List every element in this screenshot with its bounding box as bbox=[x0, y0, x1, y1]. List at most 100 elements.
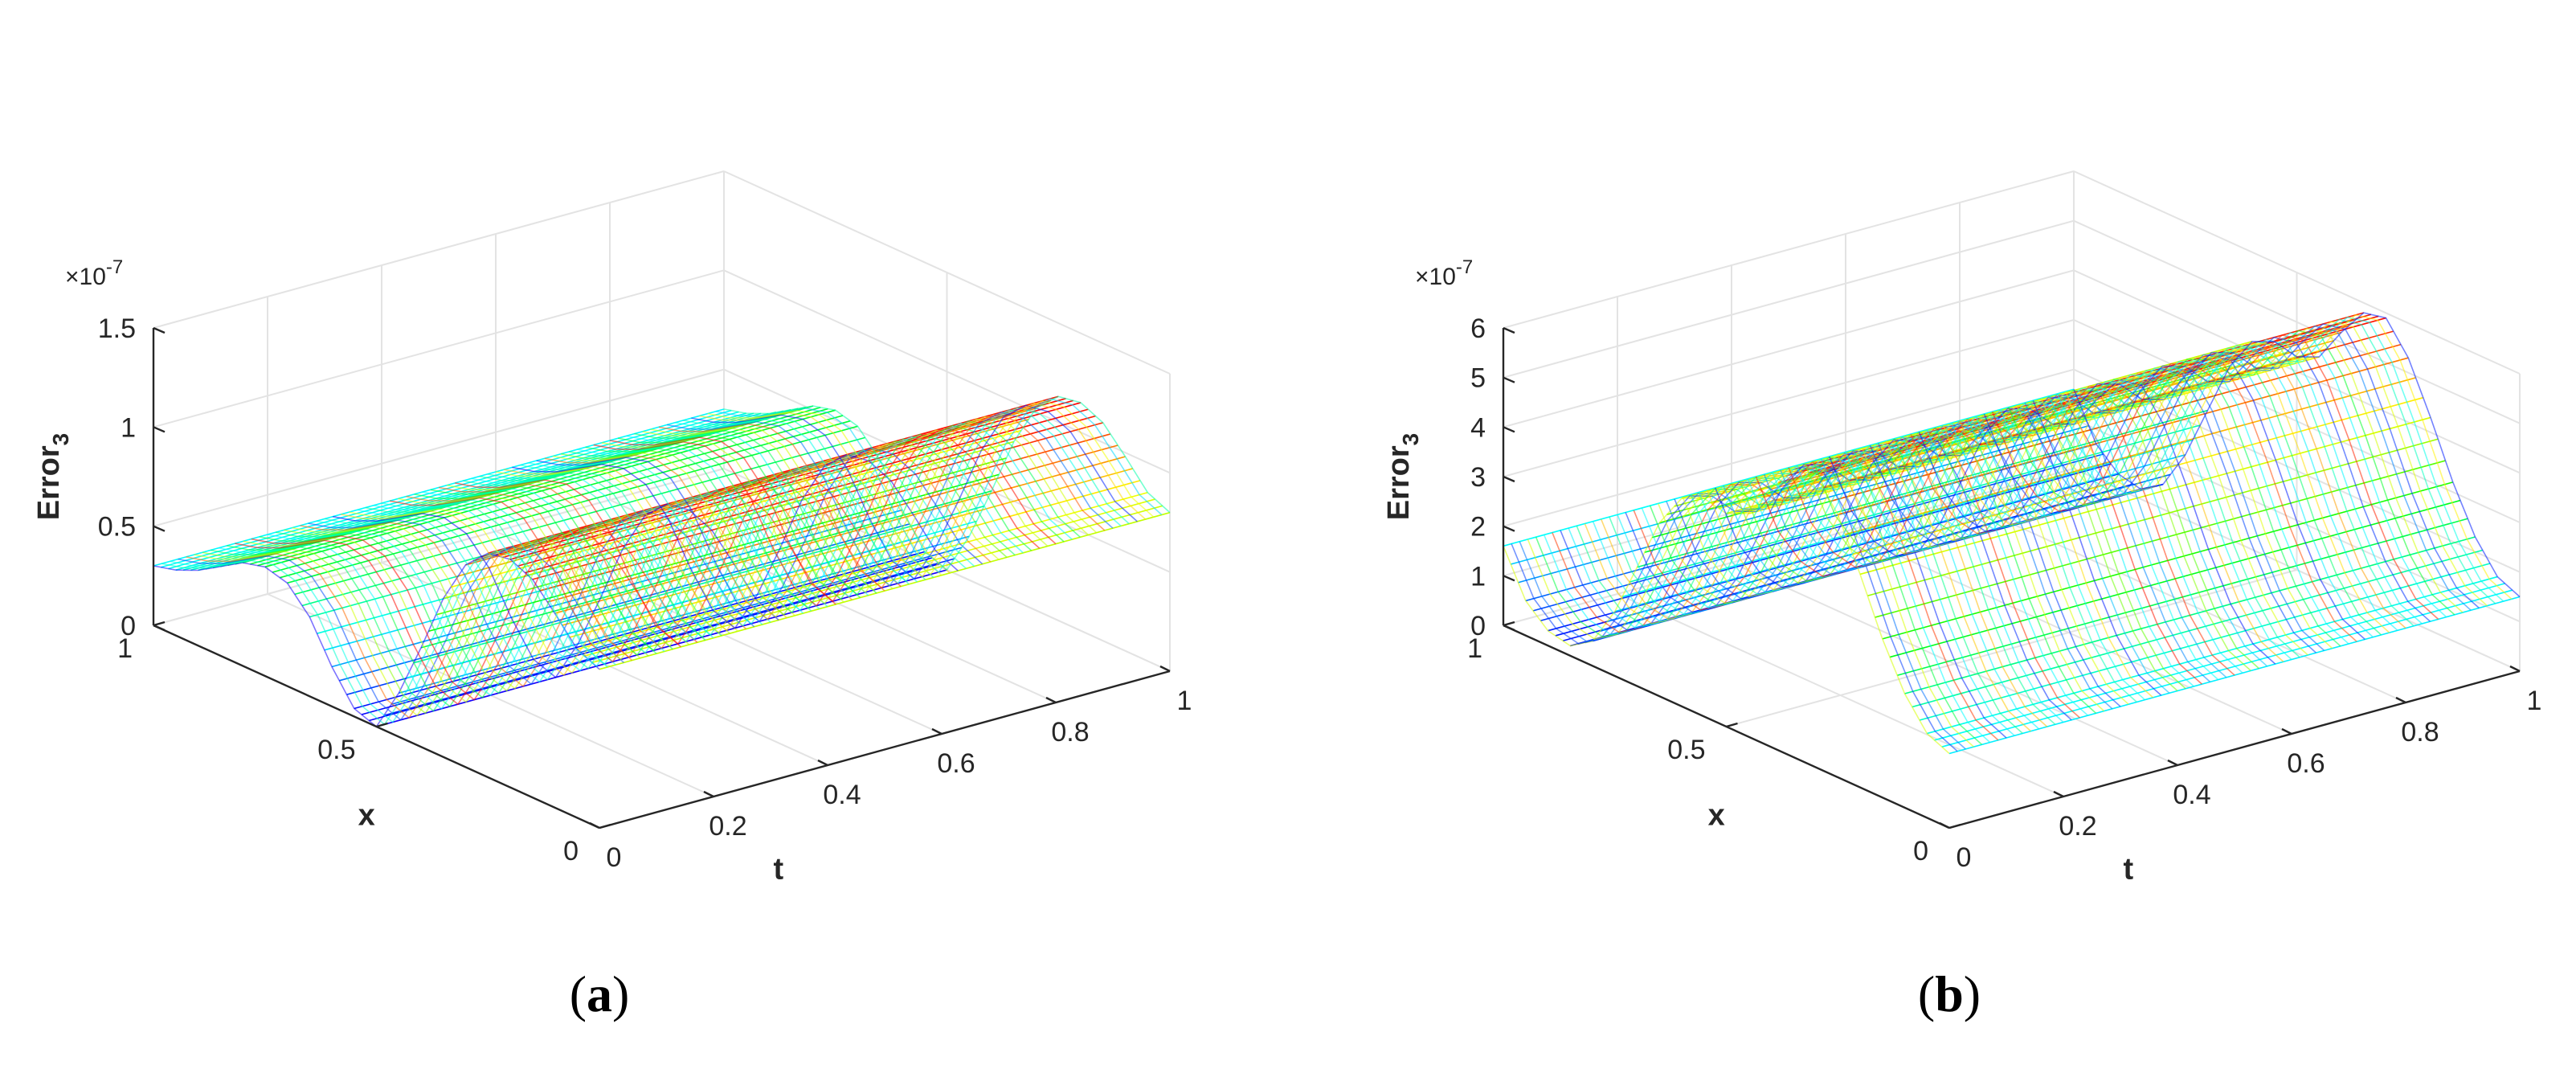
mesh-line-t bbox=[357, 496, 804, 672]
mesh-line-t bbox=[601, 429, 1049, 604]
t-tick-label: 0.4 bbox=[2173, 780, 2210, 810]
z-exponent-power: -7 bbox=[106, 256, 123, 278]
t-tick-mark bbox=[1939, 821, 1950, 829]
t-tick-label: 0.4 bbox=[823, 780, 861, 810]
grid-line bbox=[1731, 562, 2178, 766]
z-tick-label: 0 bbox=[121, 611, 136, 641]
mesh-line-t bbox=[389, 487, 836, 663]
mesh-line-t bbox=[2073, 312, 2521, 598]
mesh-line-t bbox=[650, 416, 1098, 592]
mesh-line-t bbox=[2008, 330, 2455, 616]
grid-line bbox=[1617, 593, 2064, 797]
mesh-line-t bbox=[1918, 354, 2365, 640]
grid-line bbox=[1503, 170, 2075, 329]
mesh-line-t bbox=[2056, 316, 2504, 602]
z-tick-mark bbox=[153, 525, 166, 532]
z-tick-mark bbox=[1503, 426, 1515, 433]
t-tick-mark bbox=[931, 727, 942, 735]
mesh-line-t bbox=[267, 521, 714, 697]
mesh-line-t bbox=[2040, 321, 2488, 607]
mesh-line-t bbox=[422, 478, 869, 654]
z-tick-label: 3 bbox=[1470, 462, 1486, 493]
t-tick-label: 0.8 bbox=[1051, 717, 1089, 748]
mesh-line-t bbox=[609, 427, 1057, 603]
mesh-line-t bbox=[2032, 323, 2480, 608]
z-tick-mark bbox=[153, 326, 166, 334]
grid-line bbox=[2073, 269, 2521, 474]
mesh-line-t bbox=[300, 512, 747, 688]
x-tick-label: 0.5 bbox=[317, 735, 355, 765]
z-axis-title: Error3 bbox=[1382, 433, 1423, 521]
z-exponent-label: ×10-7 bbox=[65, 256, 123, 290]
grid-line bbox=[153, 368, 725, 527]
x-axis-title: x bbox=[358, 799, 375, 833]
mesh-line-t bbox=[1926, 352, 2374, 638]
mesh-line-t bbox=[1910, 356, 2357, 642]
grid-line bbox=[1726, 569, 2297, 727]
mesh-line-t bbox=[292, 514, 738, 690]
grid-line bbox=[1503, 468, 2075, 626]
x-tick-mark bbox=[1726, 722, 1738, 728]
mesh-line-t bbox=[349, 498, 795, 674]
mesh-line-t bbox=[1869, 367, 2316, 653]
mesh-line-t bbox=[544, 444, 992, 621]
x-tick-label: 0.5 bbox=[1667, 735, 1705, 765]
mesh-line-t bbox=[332, 503, 779, 678]
mesh-line-t bbox=[1934, 350, 2382, 636]
mesh-line-t bbox=[324, 505, 771, 681]
x-tick-mark bbox=[599, 823, 611, 829]
mesh-line-t bbox=[373, 492, 820, 667]
mesh-line-t bbox=[520, 452, 967, 627]
mesh-line-t bbox=[1877, 366, 2325, 651]
mesh-line-t bbox=[2065, 314, 2513, 600]
grid-line bbox=[723, 269, 1171, 474]
z-axis-title-sub: 3 bbox=[48, 433, 73, 446]
mesh-line-t bbox=[243, 527, 690, 703]
mesh-line-t bbox=[463, 467, 910, 643]
t-tick-mark bbox=[817, 759, 828, 767]
panel-caption: (b) bbox=[1918, 965, 1981, 1022]
mesh-line-t bbox=[536, 447, 983, 623]
grid-line bbox=[1503, 319, 2075, 477]
mesh-line-t bbox=[642, 418, 1090, 594]
mesh-line-t bbox=[446, 472, 893, 647]
mesh-line-t bbox=[723, 395, 1171, 571]
z-tick-mark bbox=[1503, 575, 1515, 582]
t-tick-label: 0.8 bbox=[2401, 717, 2439, 748]
mesh-line-t bbox=[1902, 358, 2349, 645]
t-tick-label: 0 bbox=[1957, 842, 1972, 873]
mesh-line-t bbox=[1942, 347, 2390, 633]
mesh-line-t bbox=[626, 422, 1073, 598]
mesh-line-t bbox=[398, 485, 844, 661]
grid-line bbox=[2073, 170, 2521, 375]
t-tick-label: 0.2 bbox=[2059, 811, 2096, 842]
z-tick-mark bbox=[1503, 525, 1515, 532]
mesh-line-t bbox=[414, 481, 861, 657]
z-tick-label: 1 bbox=[121, 412, 136, 443]
x-axis-title: x bbox=[1708, 799, 1725, 833]
mesh-line-t bbox=[251, 525, 698, 701]
grid-line bbox=[1503, 269, 2075, 428]
mesh-line-t bbox=[487, 461, 934, 636]
mesh-line-t bbox=[235, 530, 681, 706]
grid bbox=[153, 170, 1171, 829]
z-tick-mark bbox=[153, 426, 166, 433]
z-tick-label: 1.5 bbox=[98, 313, 136, 344]
grid-line bbox=[723, 170, 1171, 375]
t-tick-label: 0.6 bbox=[937, 748, 975, 779]
mesh-line-t bbox=[284, 516, 730, 692]
mesh-line-t bbox=[194, 541, 641, 717]
t-axis-line bbox=[1948, 670, 2521, 829]
mesh-line-t bbox=[227, 532, 673, 708]
mesh-line-t bbox=[210, 536, 657, 712]
t-tick-mark bbox=[2395, 696, 2406, 704]
z-tick-mark bbox=[1503, 376, 1515, 383]
mesh-line-t bbox=[430, 476, 877, 652]
mesh-line-t bbox=[666, 411, 1114, 587]
mesh-line-t bbox=[699, 402, 1147, 578]
z-tick-label: 0.5 bbox=[98, 512, 136, 543]
caption-open-paren: ( bbox=[570, 965, 587, 1022]
mesh-line-t bbox=[316, 507, 763, 683]
